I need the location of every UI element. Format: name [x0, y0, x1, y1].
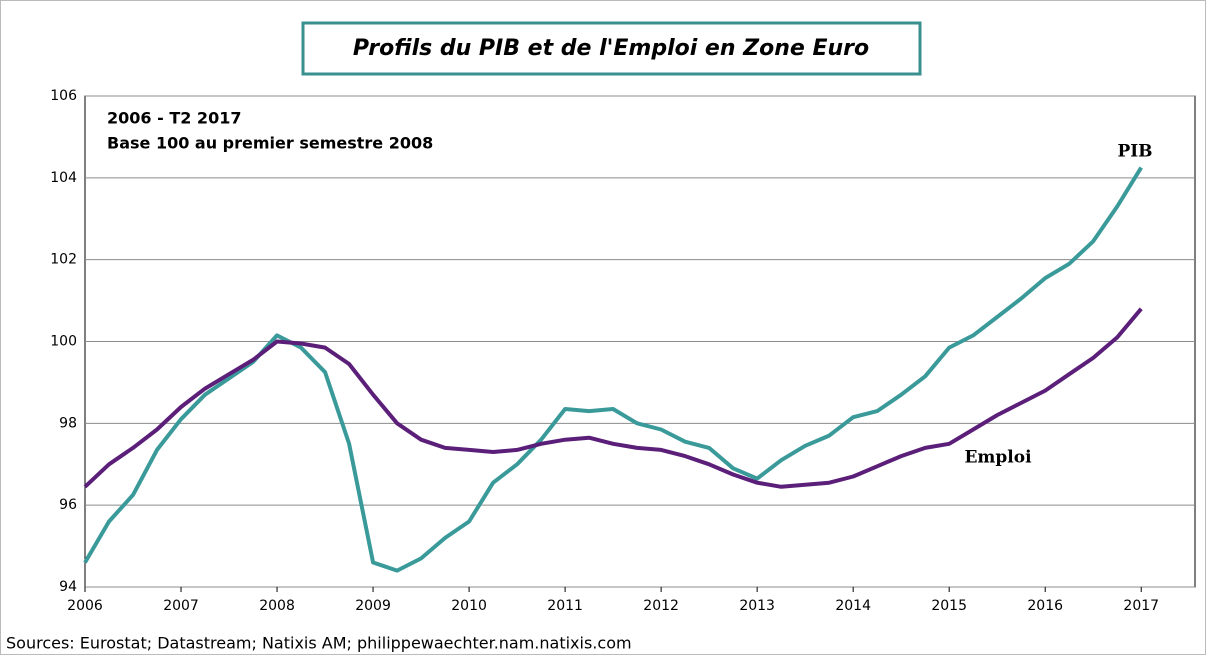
chart-title: Profils du PIB et de l'Emploi en Zone Eu…: [353, 36, 869, 61]
subtitle: Base 100 au premier semestre 2008: [107, 134, 433, 153]
y-tick-label: 100: [50, 334, 77, 350]
y-tick-label: 102: [50, 252, 77, 268]
series-line: [83, 307, 1143, 489]
x-tick-label: 2007: [163, 598, 199, 614]
x-tick-label: 2012: [643, 598, 679, 614]
x-tick-label: 2011: [547, 598, 583, 614]
y-tick-label: 94: [59, 579, 77, 595]
y-tick-label: 98: [59, 415, 77, 431]
x-tick-label: 2013: [739, 598, 775, 614]
x-tick-label: 2015: [931, 598, 967, 614]
series-label: Emploi: [964, 448, 1032, 468]
source-note: Sources: Eurostat; Datastream; Natixis A…: [6, 634, 632, 653]
x-tick-label: 2006: [67, 598, 103, 614]
x-tick-label: 2014: [835, 598, 871, 614]
x-tick-label: 2009: [355, 598, 391, 614]
title-box: [301, 21, 922, 76]
y-tick-label: 106: [50, 88, 77, 104]
series-label: PIB: [1117, 142, 1152, 162]
y-tick-label: 104: [50, 170, 77, 186]
x-tick-label: 2016: [1027, 598, 1063, 614]
y-tick-label: 96: [59, 497, 77, 513]
x-tick-label: 2010: [451, 598, 487, 614]
x-tick-label: 2017: [1123, 598, 1159, 614]
x-tick-label: 2008: [259, 598, 295, 614]
subtitle: 2006 - T2 2017: [107, 109, 241, 128]
